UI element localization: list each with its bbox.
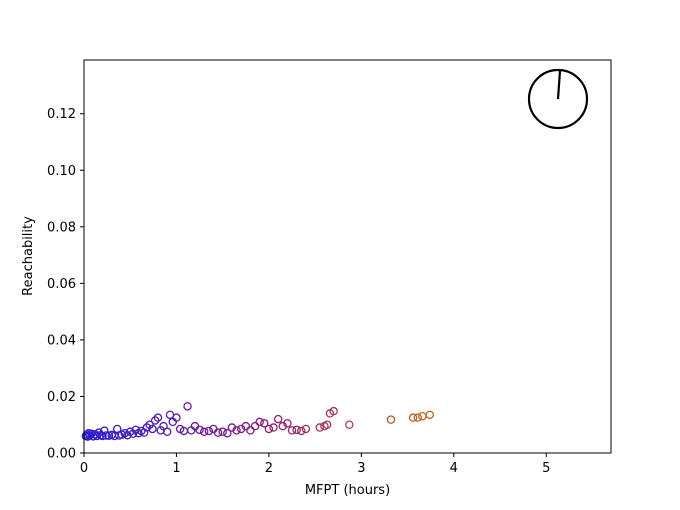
data-point [260, 419, 269, 428]
data-point [101, 431, 111, 440]
x-tick-label: 2 [265, 461, 273, 476]
y-tick-label: 0.08 [47, 220, 76, 235]
data-point [172, 413, 181, 422]
data-point [100, 426, 109, 435]
data-point [269, 423, 278, 432]
data-point [264, 424, 274, 434]
data-point [292, 425, 301, 435]
plot-frame [83, 59, 612, 454]
x-tick-label: 1 [172, 461, 180, 476]
data-point [315, 423, 325, 432]
x-tick-label: 5 [542, 461, 550, 476]
y-tick-label: 0.02 [47, 390, 76, 405]
data-point [218, 427, 227, 437]
data-point [255, 417, 264, 427]
data-point [329, 406, 338, 416]
y-axis-label: Reachability [21, 216, 36, 296]
y-tick-label: 0.12 [47, 107, 76, 122]
data-point [145, 420, 154, 429]
data-point [204, 426, 214, 436]
x-tick-label: 0 [80, 461, 88, 476]
x-tick-label: 4 [450, 461, 458, 476]
data-point [162, 427, 172, 437]
data-point [223, 428, 232, 438]
data-point [150, 416, 160, 425]
data-point [227, 423, 237, 432]
data-point [283, 419, 292, 428]
x-axis-label: MFPT (hours) [305, 483, 390, 498]
data-point [213, 428, 223, 437]
data-point [199, 427, 209, 437]
data-point [297, 426, 306, 436]
data-point [273, 414, 283, 424]
data-point [301, 424, 311, 434]
y-tick-label: 0.06 [47, 277, 76, 292]
data-point [241, 421, 251, 431]
x-tick-label: 3 [357, 461, 365, 476]
x-axis-ticks: 0 1 2 3 4 5 [80, 453, 550, 476]
data-point [246, 426, 255, 435]
y-tick-label: 0.00 [47, 447, 76, 462]
data-point [413, 413, 423, 422]
data-point [232, 426, 241, 435]
data-point [425, 410, 435, 420]
data-point [236, 424, 246, 434]
data-point [322, 420, 332, 429]
data-point [287, 426, 297, 435]
data-point [345, 420, 354, 429]
data-point [153, 413, 163, 422]
y-tick-label: 0.10 [47, 164, 76, 179]
data-point [386, 415, 396, 424]
data-point [195, 425, 204, 435]
points-layer [81, 402, 435, 441]
data-point [278, 421, 288, 431]
clock-icon [527, 68, 589, 130]
data-point [408, 413, 418, 422]
data-point [142, 423, 152, 432]
data-point [183, 402, 192, 411]
y-axis-ticks: 0.00 0.02 0.04 0.06 0.08 0.10 0.12 [47, 107, 84, 462]
data-point [98, 431, 107, 441]
y-tick-label: 0.04 [47, 333, 76, 348]
data-point [250, 421, 260, 431]
data-point [148, 424, 157, 434]
data-point [418, 411, 427, 421]
